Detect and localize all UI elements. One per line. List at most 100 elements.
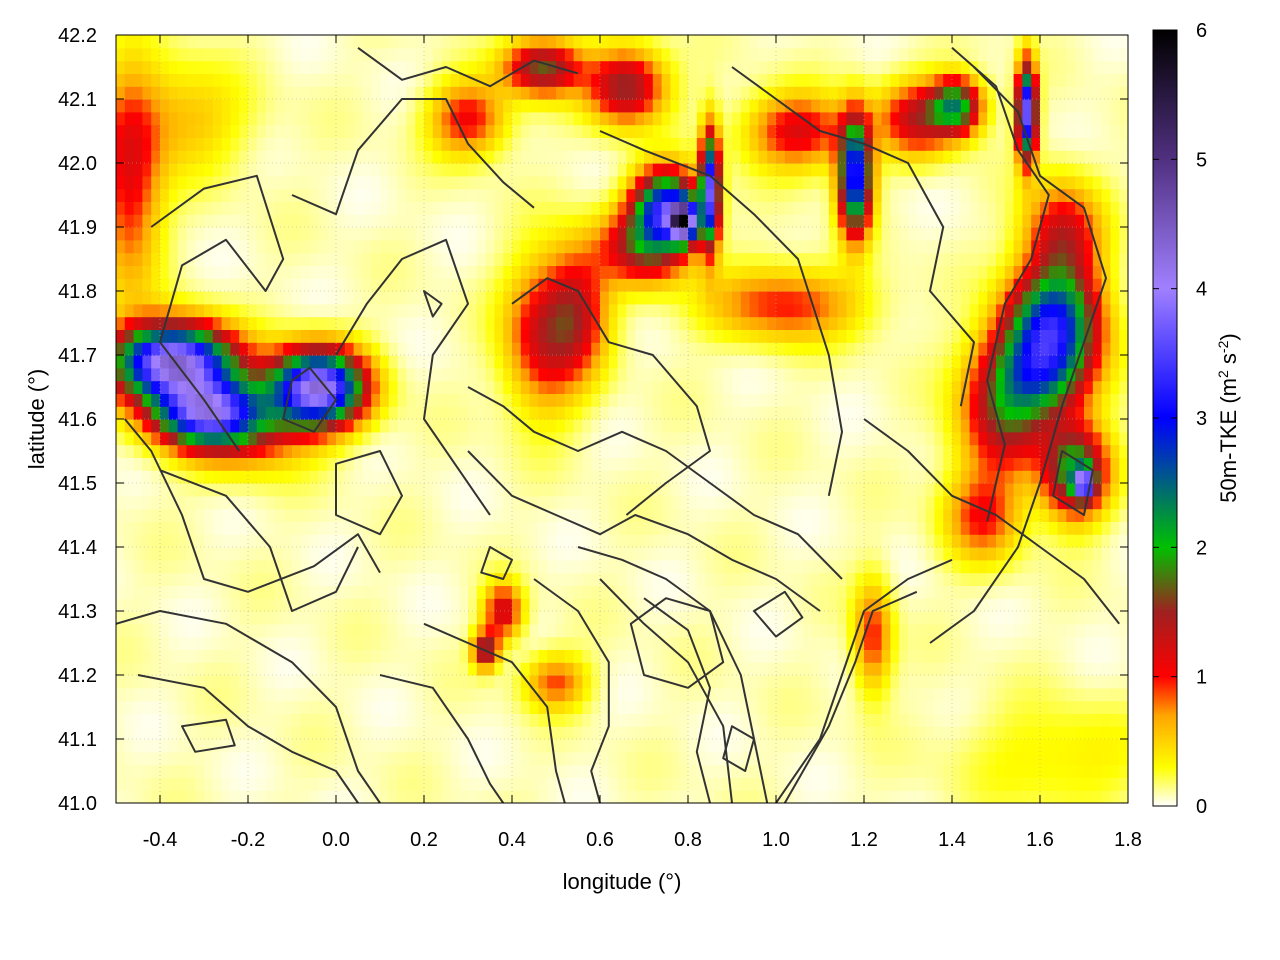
tke-cell [1048,508,1059,522]
tke-cell [520,687,531,702]
tke-cell [547,611,557,625]
tke-cell [503,623,513,638]
tke-cell [424,726,434,740]
tke-cell [749,764,759,778]
tke-cell [1075,265,1085,279]
tke-cell [265,265,275,279]
tke-cell [336,457,346,471]
tke-cell [124,662,135,676]
tke-cell [476,611,487,625]
tke-cell [397,508,407,522]
tke-cell [265,636,275,650]
tke-cell [908,457,918,471]
tke-cell [960,572,971,586]
tke-cell [397,611,407,625]
tke-cell [230,764,240,778]
tke-cell [1066,649,1076,663]
tke-cell [617,431,627,446]
tke-cell [177,406,187,420]
tke-cell [943,521,953,535]
tke-cell [204,265,214,279]
tke-cell [793,559,803,574]
tke-cell [820,739,830,753]
tke-cell [600,355,610,369]
tke-cell [899,342,909,356]
tke-cell [1013,393,1023,407]
tke-cell [652,751,663,766]
tke-cell [916,419,927,433]
tke-cell [265,559,275,574]
tke-cell [1110,457,1120,471]
tke-cell [582,483,592,497]
tke-cell [397,419,407,433]
tke-cell [186,585,196,599]
tke-cell [626,585,636,599]
tke-cell [274,559,284,574]
tke-cell [512,790,522,803]
tke-cell [1084,355,1094,369]
tke-cell [344,700,355,714]
tke-cell [468,675,478,689]
tke-cell [538,739,548,753]
tke-cell [732,406,742,420]
tke-cell [573,470,583,484]
tke-cell [116,777,126,791]
tke-cell [670,495,680,510]
tke-cell [732,534,742,548]
tke-cell [248,355,258,369]
tke-cell [828,355,839,369]
tke-cell [415,431,425,446]
tke-cell [362,316,372,330]
tke-cell [292,636,302,650]
tke-cell [1084,649,1094,663]
tke-cell [978,777,988,791]
tke-cell [529,393,539,407]
tke-cell [802,713,812,727]
tke-cell [960,291,971,305]
tke-cell [547,598,557,612]
tke-cell [626,687,636,702]
tke-cell [415,291,425,305]
tke-cell [186,751,196,766]
tke-cell [934,611,944,625]
tke-cell [1048,713,1059,727]
tke-cell [564,303,575,318]
tke-cell [406,751,416,766]
tke-cell [846,777,856,791]
tke-cell [617,393,627,407]
tke-cell [978,662,988,676]
tke-cell [362,303,372,318]
tke-cell [432,611,443,625]
tke-cell [186,790,196,803]
tke-cell [274,739,284,753]
tke-cell [1057,483,1067,497]
tke-cell [1119,649,1128,663]
tke-cell [133,726,143,740]
tke-cell [679,419,689,433]
tke-cell [864,534,874,548]
tke-cell [608,380,619,394]
tke-cell [512,585,522,599]
tke-cell [1092,726,1103,740]
tke-cell [318,329,328,343]
tke-cell [380,764,390,778]
tke-cell [767,726,777,740]
tke-cell [978,316,988,330]
tke-cell [459,444,469,458]
tke-cell [221,367,231,382]
tke-cell [705,585,715,599]
tke-cell [776,598,786,612]
tke-cell [371,316,381,330]
tke-cell [793,457,803,471]
tke-cell [415,278,425,292]
tke-cell [881,342,891,356]
tke-cell [256,623,267,638]
tke-cell [776,700,786,714]
tke-cell [485,495,495,510]
tke-cell [996,380,1006,394]
tke-cell [776,534,786,548]
tke-cell [221,393,231,407]
tke-cell [336,649,346,663]
tke-cell [529,483,539,497]
tke-cell [723,483,733,497]
